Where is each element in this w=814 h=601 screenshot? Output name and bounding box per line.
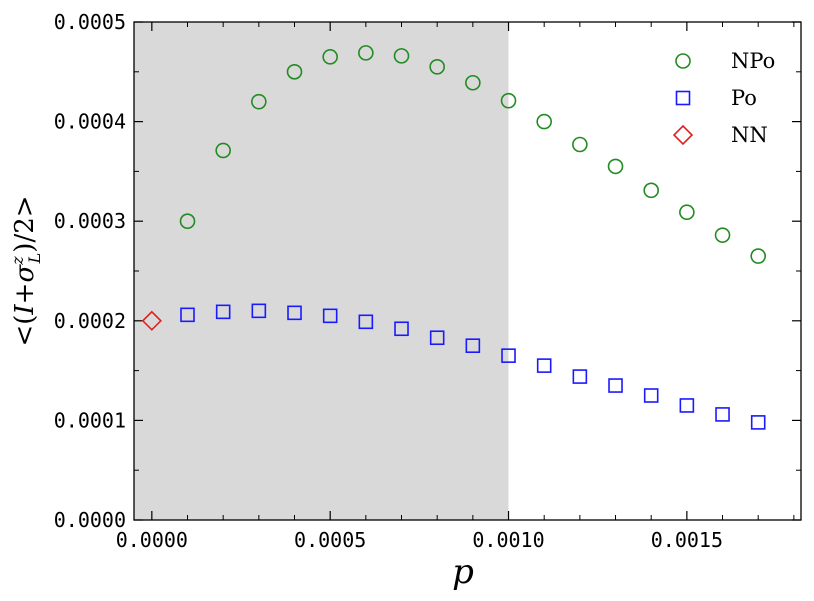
- circle-marker: [251, 93, 267, 110]
- legend-square-marker: [675, 90, 691, 106]
- square-marker: [465, 338, 481, 354]
- y-tick-label: 0.0000: [54, 508, 126, 532]
- circle-marker: [714, 227, 731, 243]
- plot-frame: [133, 21, 802, 521]
- square-marker: [429, 330, 445, 346]
- square-marker: [501, 348, 516, 363]
- series-nn: [141, 310, 162, 331]
- x-tick-label: 0.0005: [294, 528, 366, 552]
- y-tick-labels: 0.0000 0.0001 0.0002 0.0003 0.0004 0.0005: [54, 10, 126, 532]
- square-marker: [643, 388, 659, 403]
- y-tick-label: 0.0004: [54, 110, 126, 134]
- square-marker: [572, 369, 588, 384]
- x-axis-label: p: [452, 552, 474, 592]
- square-marker: [715, 407, 730, 422]
- circle-marker: [607, 158, 624, 175]
- data-markers: [141, 45, 766, 430]
- square-marker: [679, 398, 695, 413]
- x-tick-labels: 0.0000 0.0005 0.0010 0.0015: [116, 528, 723, 552]
- circle-marker: [500, 92, 517, 109]
- legend-label: NPo: [731, 49, 775, 73]
- x-tick-label: 0.0010: [472, 528, 544, 552]
- circle-marker: [536, 113, 552, 130]
- circle-marker: [393, 48, 410, 64]
- circle-marker: [358, 45, 374, 61]
- y-tick-label: 0.0001: [54, 408, 126, 432]
- square-marker: [608, 378, 623, 393]
- square-marker: [322, 308, 338, 324]
- circle-marker: [679, 204, 695, 221]
- x-tick-label: 0.0000: [116, 528, 188, 552]
- circle-marker: [179, 213, 196, 229]
- y-tick-label: 0.0005: [54, 10, 126, 34]
- circle-marker: [465, 74, 481, 91]
- circle-marker: [429, 59, 445, 75]
- circle-marker: [215, 142, 231, 159]
- square-marker: [215, 304, 231, 320]
- legend-circle-marker: [675, 53, 691, 69]
- diamond-marker: [141, 310, 162, 331]
- legend-entry: NPo: [675, 49, 775, 73]
- square-marker: [358, 314, 374, 330]
- y-axis-label: <(I+σzL)/2>: [8, 195, 44, 346]
- circle-marker: [572, 136, 588, 153]
- shaded-region: [134, 22, 509, 520]
- series-npo: [179, 45, 766, 264]
- series-po: [180, 303, 766, 430]
- y-tick-label: 0.0002: [54, 309, 126, 333]
- circle-marker: [643, 182, 659, 199]
- square-marker: [394, 321, 409, 337]
- legend-diamond-marker: [672, 124, 694, 146]
- square-marker: [750, 415, 766, 430]
- legend-label: Po: [731, 86, 757, 110]
- circle-marker: [286, 64, 303, 80]
- legend-label: NN: [731, 123, 768, 147]
- y-tick-label: 0.0003: [54, 209, 126, 233]
- legend: NPo Po NN: [672, 49, 775, 147]
- legend-entry: NN: [672, 123, 768, 147]
- x-tick-label: 0.0015: [651, 528, 723, 552]
- square-marker: [180, 307, 195, 323]
- circle-marker: [750, 248, 766, 264]
- legend-entry: Po: [675, 86, 757, 110]
- square-marker: [536, 358, 552, 373]
- square-marker: [287, 305, 302, 321]
- circle-marker: [322, 49, 338, 65]
- square-marker: [251, 303, 267, 319]
